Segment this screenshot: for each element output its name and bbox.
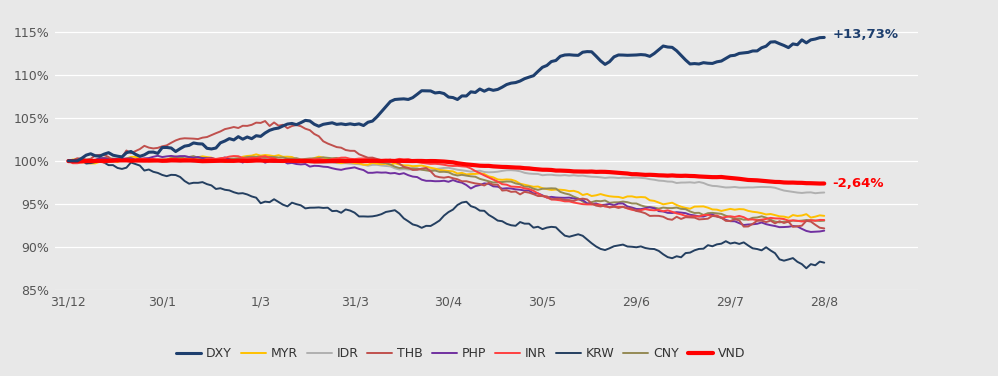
VND	[433, 159, 445, 164]
KRW	[743, 243, 754, 248]
DXY	[344, 121, 356, 126]
DXY	[429, 91, 441, 95]
MYR	[429, 167, 441, 171]
CNY	[465, 174, 477, 179]
PHP	[465, 186, 477, 191]
THB	[433, 175, 445, 179]
IDR	[818, 190, 830, 195]
IDR	[259, 156, 271, 161]
Line: IDR: IDR	[68, 159, 824, 193]
KRW	[174, 175, 186, 179]
THB	[170, 138, 182, 143]
DXY	[170, 149, 182, 154]
Line: INR: INR	[68, 156, 824, 221]
VND	[818, 181, 830, 186]
DXY	[62, 159, 74, 163]
KRW	[433, 218, 445, 223]
MYR	[62, 159, 74, 163]
THB	[818, 226, 830, 230]
THB	[259, 119, 271, 123]
IDR	[170, 159, 182, 163]
CNY	[433, 170, 445, 174]
CNY	[348, 158, 360, 162]
Line: KRW: KRW	[68, 161, 824, 268]
THB	[465, 180, 477, 185]
CNY	[170, 156, 182, 160]
Line: MYR: MYR	[68, 154, 824, 218]
PHP	[152, 153, 164, 158]
VND	[348, 159, 360, 163]
CNY	[62, 159, 74, 163]
KRW	[429, 221, 441, 226]
KRW	[76, 158, 88, 163]
MYR	[818, 214, 830, 218]
VND	[174, 158, 186, 163]
INR	[818, 218, 830, 222]
PHP	[743, 222, 754, 227]
MYR	[170, 154, 182, 159]
THB	[348, 149, 360, 153]
DXY	[738, 51, 749, 55]
INR	[170, 156, 182, 161]
PHP	[348, 165, 360, 170]
THB	[743, 224, 754, 229]
Legend: DXY, MYR, IDR, THB, PHP, INR, KRW, CNY, VND: DXY, MYR, IDR, THB, PHP, INR, KRW, CNY, …	[172, 343, 750, 365]
MYR	[250, 152, 262, 156]
MYR	[782, 215, 794, 220]
MYR	[348, 161, 360, 165]
INR	[348, 157, 360, 161]
KRW	[818, 261, 830, 265]
PHP	[174, 154, 186, 158]
DXY	[460, 94, 472, 98]
Line: PHP: PHP	[68, 156, 824, 232]
INR	[465, 166, 477, 171]
THB	[62, 159, 74, 163]
VND	[62, 159, 74, 163]
PHP	[818, 228, 830, 233]
Line: THB: THB	[68, 121, 824, 228]
Line: CNY: CNY	[68, 156, 824, 222]
IDR	[743, 185, 754, 190]
CNY	[429, 168, 441, 173]
THB	[429, 174, 441, 178]
CNY	[773, 220, 785, 224]
INR	[433, 162, 445, 167]
PHP	[433, 179, 445, 183]
VND	[813, 181, 825, 186]
CNY	[743, 217, 754, 222]
IDR	[429, 167, 441, 171]
KRW	[62, 159, 74, 163]
Text: -2,64%: -2,64%	[832, 177, 884, 190]
VND	[429, 159, 441, 163]
Line: DXY: DXY	[68, 38, 824, 161]
VND	[743, 178, 754, 182]
VND	[465, 162, 477, 167]
Line: VND: VND	[68, 160, 824, 183]
CNY	[188, 154, 200, 158]
PHP	[429, 179, 441, 183]
KRW	[800, 266, 812, 270]
DXY	[818, 35, 830, 40]
INR	[743, 217, 754, 222]
KRW	[465, 204, 477, 208]
IDR	[348, 162, 360, 166]
IDR	[433, 166, 445, 171]
PHP	[804, 230, 816, 234]
DXY	[424, 89, 436, 93]
INR	[429, 162, 441, 166]
VND	[121, 158, 133, 162]
MYR	[433, 168, 445, 172]
CNY	[818, 218, 830, 223]
PHP	[62, 159, 74, 163]
INR	[228, 154, 240, 158]
INR	[62, 159, 74, 163]
IDR	[62, 159, 74, 163]
IDR	[465, 170, 477, 174]
IDR	[809, 191, 821, 196]
MYR	[465, 172, 477, 176]
INR	[795, 219, 807, 224]
MYR	[743, 209, 754, 213]
Text: +13,73%: +13,73%	[832, 28, 898, 41]
KRW	[348, 211, 360, 215]
